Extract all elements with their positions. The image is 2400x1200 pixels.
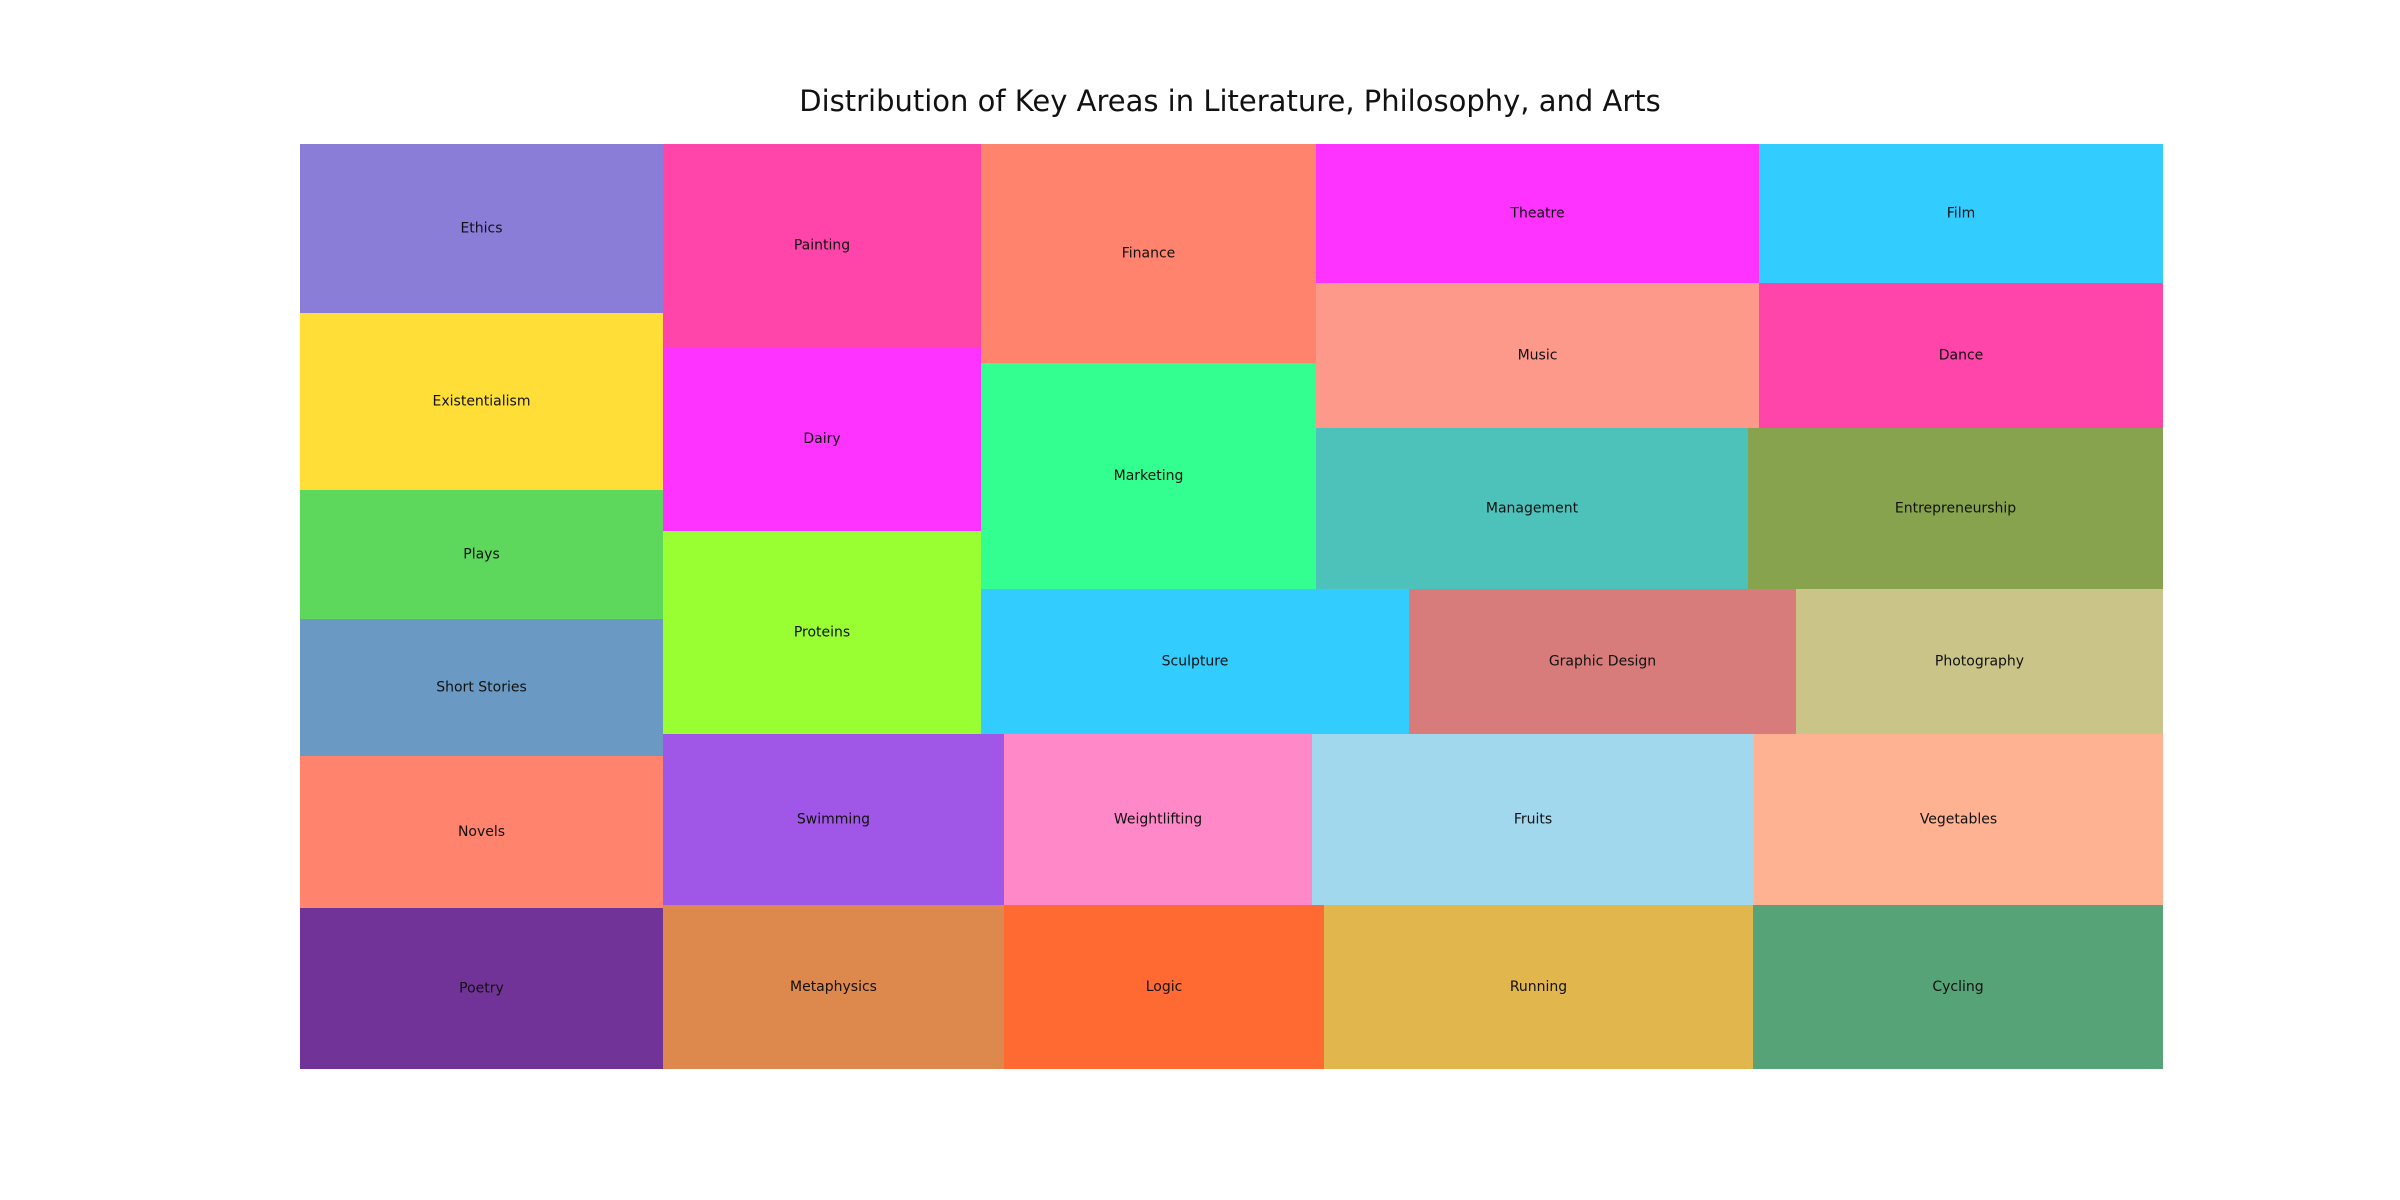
tile-rect — [300, 313, 663, 490]
tile-management: Management — [1316, 428, 1748, 589]
tile-label: Entrepreneurship — [1895, 501, 2016, 517]
tile-label: Finance — [1122, 246, 1176, 262]
tile-label: Graphic Design — [1549, 654, 1656, 670]
tile-rect — [1759, 283, 2163, 428]
tile-dairy: Dairy — [663, 347, 981, 531]
tile-theatre: Theatre — [1316, 144, 1759, 283]
tile-rect — [1324, 905, 1753, 1069]
tile-cycling: Cycling — [1753, 905, 2163, 1069]
tile-label: Film — [1947, 206, 1975, 222]
tile-dance: Dance — [1759, 283, 2163, 428]
tile-plays: Plays — [300, 490, 663, 619]
tile-music: Music — [1316, 283, 1759, 428]
tile-finance: Finance — [981, 144, 1316, 363]
tile-film: Film — [1759, 144, 2163, 283]
tile-painting: Painting — [663, 144, 981, 347]
tile-rect — [300, 619, 663, 756]
tile-fruits: Fruits — [1312, 734, 1754, 905]
tile-rect — [1759, 144, 2163, 283]
tile-photography: Photography — [1796, 589, 2163, 734]
tile-marketing: Marketing — [981, 363, 1316, 589]
tile-logic: Logic — [1004, 905, 1324, 1069]
tile-label: Running — [1510, 979, 1567, 995]
tile-swimming: Swimming — [663, 734, 1004, 905]
tile-graphic-design: Graphic Design — [1409, 589, 1796, 734]
tile-rect — [663, 734, 1004, 905]
tile-label: Metaphysics — [790, 979, 877, 995]
tile-weightlifting: Weightlifting — [1004, 734, 1312, 905]
tile-label: Fruits — [1514, 812, 1552, 828]
tile-rect — [300, 908, 663, 1069]
tile-label: Short Stories — [436, 680, 527, 696]
tile-label: Plays — [463, 547, 500, 563]
tile-label: Dance — [1939, 348, 1984, 364]
tile-existentialism: Existentialism — [300, 313, 663, 490]
tile-label: Painting — [794, 238, 850, 254]
tile-rect — [1004, 905, 1324, 1069]
tile-ethics: Ethics — [300, 144, 663, 313]
tile-label: Cycling — [1932, 979, 1983, 995]
tile-rect — [1748, 428, 2163, 589]
tile-rect — [300, 756, 663, 908]
tile-rect — [981, 363, 1316, 589]
tile-sculpture: Sculpture — [981, 589, 1409, 734]
tile-label: Photography — [1935, 654, 2024, 670]
tile-label: Theatre — [1509, 206, 1564, 222]
tile-rect — [300, 144, 663, 313]
tile-label: Dairy — [803, 431, 840, 447]
tile-rect — [1796, 589, 2163, 734]
tile-label: Logic — [1146, 979, 1183, 995]
tile-rect — [663, 144, 981, 347]
tile-label: Sculpture — [1162, 654, 1229, 670]
tile-rect — [1753, 905, 2163, 1069]
tile-running: Running — [1324, 905, 1753, 1069]
tile-label: Poetry — [459, 981, 504, 997]
tile-label: Ethics — [460, 221, 502, 237]
tile-short-stories: Short Stories — [300, 619, 663, 756]
tile-rect — [981, 589, 1409, 734]
tile-rect — [1409, 589, 1796, 734]
tile-rect — [1004, 734, 1312, 905]
tile-vegetables: Vegetables — [1754, 734, 2163, 905]
tile-proteins: Proteins — [663, 531, 981, 734]
tile-rect — [300, 490, 663, 619]
tile-rect — [1754, 734, 2163, 905]
tile-label: Weightlifting — [1114, 812, 1202, 828]
tile-label: Vegetables — [1920, 812, 1997, 828]
tile-label: Marketing — [1114, 468, 1184, 484]
tile-rect — [1312, 734, 1754, 905]
tile-rect — [663, 347, 981, 531]
tile-novels: Novels — [300, 756, 663, 908]
tile-rect — [663, 905, 1004, 1069]
tile-rect — [981, 144, 1316, 363]
tile-rect — [1316, 428, 1748, 589]
tile-label: Swimming — [797, 812, 870, 828]
tile-label: Management — [1486, 501, 1579, 517]
tile-label: Existentialism — [433, 394, 531, 410]
tile-rect — [1316, 144, 1759, 283]
tile-label: Novels — [458, 824, 505, 840]
tile-rect — [663, 531, 981, 734]
tile-poetry: Poetry — [300, 908, 663, 1069]
tile-rect — [1316, 283, 1759, 428]
tile-entrepreneurship: Entrepreneurship — [1748, 428, 2163, 589]
tile-label: Proteins — [794, 625, 850, 641]
tile-label: Music — [1518, 348, 1558, 364]
tile-metaphysics: Metaphysics — [663, 905, 1004, 1069]
chart-title: Distribution of Key Areas in Literature,… — [799, 84, 1661, 118]
